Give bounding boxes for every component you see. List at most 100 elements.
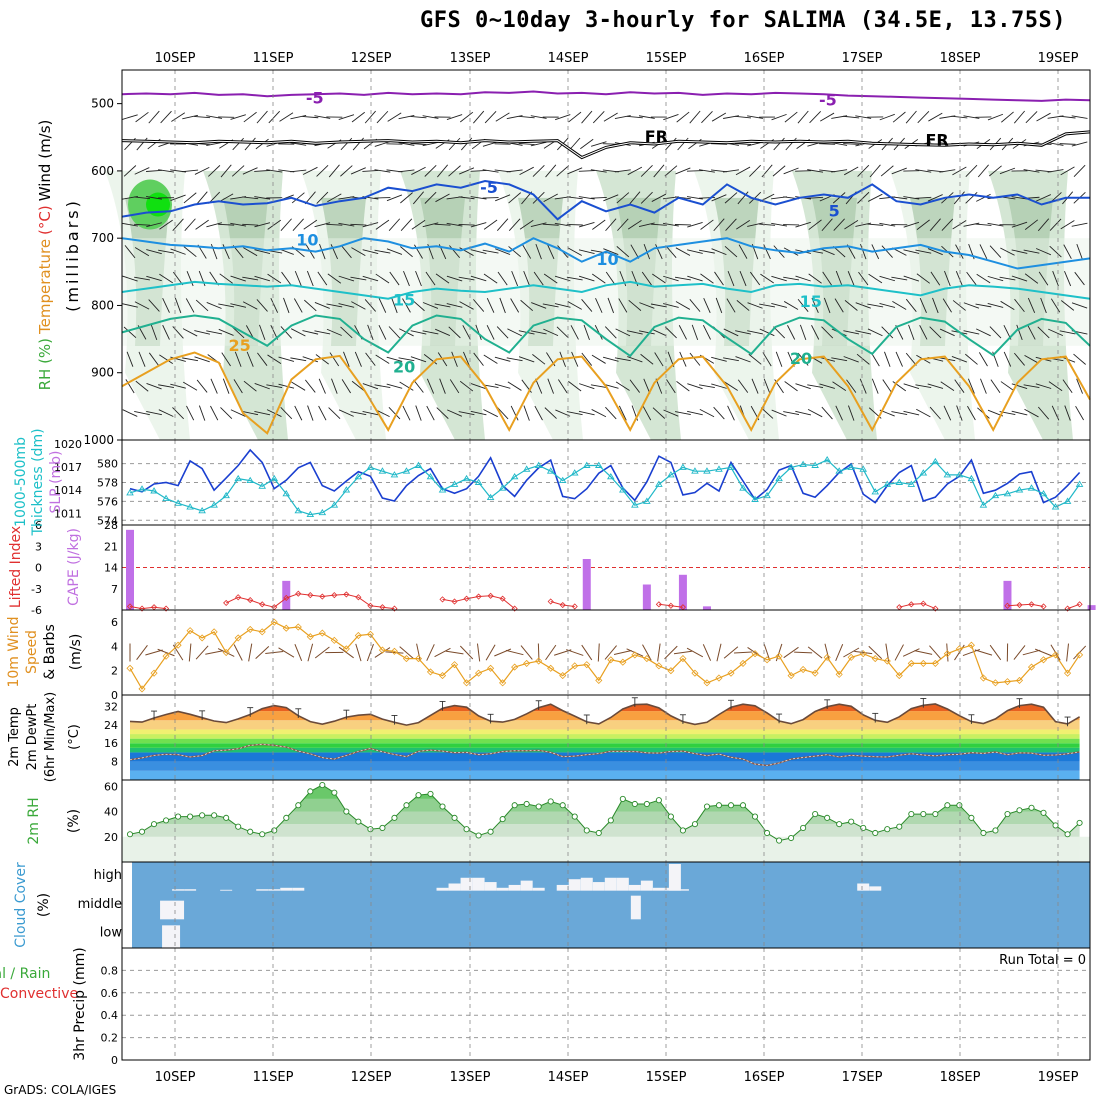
rh-point (523, 800, 530, 808)
wind-barb (411, 166, 426, 175)
isotherm-20 (121, 314, 1091, 358)
wind-barb (1011, 249, 1028, 254)
wind-barb (290, 328, 306, 337)
wind-speed-point (1039, 656, 1048, 664)
wind-barb (162, 324, 170, 340)
wind-barb (126, 351, 134, 367)
wind-barb-10m (902, 648, 920, 657)
cloud-bar-high (508, 884, 521, 891)
wind-barb (1001, 111, 1014, 123)
wind-barb (391, 297, 398, 314)
wind-barb (424, 191, 437, 204)
wind-barb (387, 112, 402, 122)
rh-point (475, 832, 482, 839)
wind-speed-point (619, 658, 627, 666)
wind-barb (326, 223, 343, 226)
wind-barb (689, 110, 701, 124)
wind-barb (482, 249, 499, 254)
wind-barb (736, 299, 750, 311)
wind-barb (196, 379, 208, 393)
wind-barb (903, 410, 920, 416)
isotherm--5 (121, 90, 1091, 102)
wind-barb (122, 222, 138, 227)
wind-barb (916, 273, 931, 284)
wind-speed-point (643, 655, 651, 663)
thickness-point (306, 510, 315, 518)
wind-barb (848, 405, 855, 421)
wind-speed-point (883, 657, 891, 665)
rh-point (703, 803, 711, 810)
wind-barb (1024, 219, 1039, 231)
y-axis-title-part: Thickness (dm) (30, 428, 46, 536)
wind-barb (362, 410, 379, 416)
wind-barb (591, 409, 607, 418)
rh-point (367, 826, 374, 833)
wind-barb (783, 301, 799, 310)
wind-speed-point (258, 628, 266, 636)
wind-barb (651, 328, 667, 337)
wind-barb (303, 219, 318, 230)
wind-barb (735, 330, 751, 335)
wind-barb (350, 411, 367, 416)
wind-barb (943, 405, 952, 421)
rh-point (259, 831, 266, 838)
wind-barb (232, 137, 244, 151)
wind-speed-point (475, 669, 483, 677)
wind-barb (1003, 351, 1012, 367)
wind-barb (714, 271, 724, 286)
wind-barb (182, 381, 198, 391)
wind-barb (927, 169, 944, 173)
wind-barb (362, 249, 379, 255)
y-axis-title-part: 2m Temp (7, 707, 22, 767)
y-axis-title-part: 3hr Precip (mm) (72, 947, 88, 1060)
li-point (295, 590, 302, 597)
thickness-point (931, 457, 940, 465)
wind-barb (318, 378, 326, 394)
thickness-point (534, 461, 543, 468)
wind-barb (290, 142, 307, 146)
y-tick-label: 0.8 (101, 964, 119, 977)
li-point (1076, 601, 1083, 608)
rh-point (295, 802, 302, 809)
upper-air-panel: -5 -5 FR FR -5 5 10 10 15 15 20 20 25 500 600 700 800 900… (83, 89, 1091, 447)
wind-barb (458, 276, 475, 281)
slp-line (129, 448, 1081, 504)
rh-point (223, 814, 230, 821)
wind-barb (1016, 324, 1023, 341)
wind-barb (259, 324, 266, 341)
wind-barb (976, 193, 991, 202)
wind-barb (172, 326, 184, 339)
cloud-panel: high middle low (78, 862, 1090, 948)
wind-barb-10m (843, 647, 860, 658)
thickness-point (186, 503, 194, 510)
wind-barb (869, 164, 881, 178)
wind-barb (736, 219, 750, 230)
wind-speed-point (763, 656, 771, 664)
wind-barb (604, 326, 617, 339)
wind-barb (725, 218, 737, 231)
wind-barb (206, 115, 223, 119)
wind-barb (749, 164, 762, 177)
wind-barb (915, 169, 932, 173)
wind-barb (735, 115, 752, 119)
rh-point (968, 814, 975, 821)
wind-barb (880, 165, 894, 177)
wind-barb (783, 276, 800, 281)
wind-speed-point (138, 685, 146, 693)
wind-barb (483, 273, 498, 284)
wind-barb (687, 275, 703, 282)
wind-speed-point (631, 651, 639, 659)
thickness-point (318, 508, 327, 516)
wind-barb (867, 223, 884, 226)
y-axis-title: 3hr Precip (mm) (72, 947, 88, 1060)
wind-barb (965, 164, 978, 177)
rh-point (535, 803, 542, 810)
wind-barb (797, 110, 809, 124)
y-axis-title-part: 1000-500mb (13, 437, 29, 527)
wind-speed-point (679, 655, 687, 663)
wind-barb (821, 218, 833, 232)
y-axis-title-part: (%) (36, 893, 52, 917)
wind-barb (318, 405, 327, 421)
wind-barb (375, 273, 390, 284)
wind-speed-point (1027, 663, 1036, 671)
